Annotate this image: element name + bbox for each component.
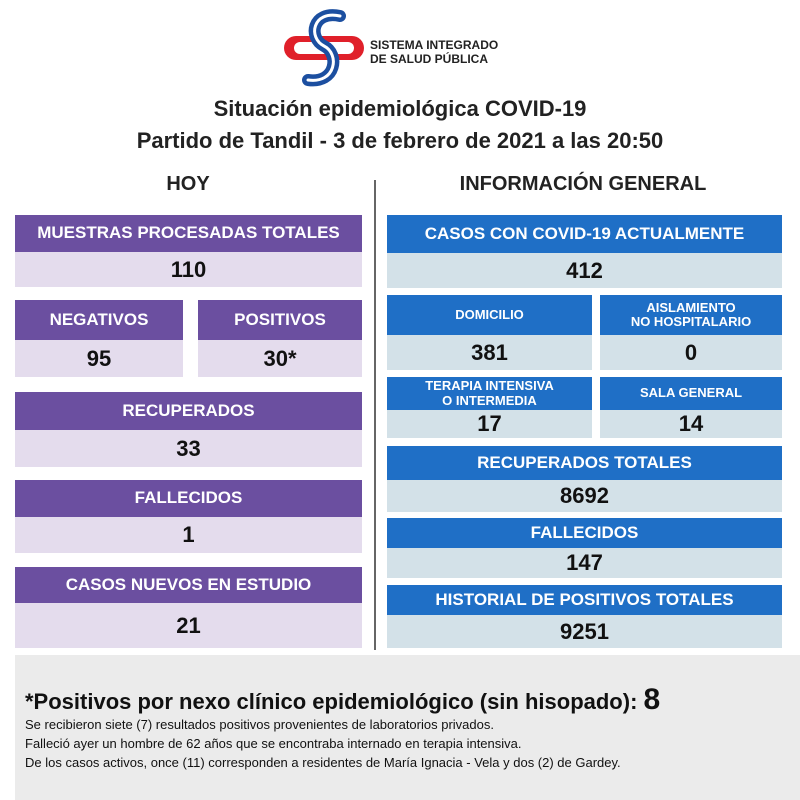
- box-value: 412: [387, 253, 782, 288]
- box-header: TERAPIA INTENSIVA O INTERMEDIA: [387, 377, 592, 410]
- section-heading: INFORMACIÓN GENERAL: [459, 173, 707, 195]
- box-header: DOMICILIO: [387, 295, 592, 335]
- logo-line: SISTEMA INTEGRADO: [370, 38, 499, 52]
- box-value: 1: [15, 517, 362, 553]
- box-value: 33: [15, 430, 362, 467]
- box-value: 0: [600, 335, 782, 370]
- box-header: RECUPERADOS: [15, 392, 362, 430]
- box-header: MUESTRAS PROCESADAS TOTALES: [15, 215, 362, 252]
- box-value: 147: [387, 548, 782, 578]
- note: Falleció ayer un hombre de 62 años que s…: [25, 736, 522, 751]
- title: Situación epidemiológica COVID-19: [213, 96, 587, 121]
- logo-text: SISTEMA INTEGRADO DE SALUD PÚBLICA: [370, 38, 498, 66]
- divider: [374, 180, 376, 650]
- box-header: CASOS CON COVID-19 ACTUALMENTE: [387, 215, 782, 253]
- box-header: CASOS NUEVOS EN ESTUDIO: [15, 567, 362, 603]
- box-header: FALLECIDOS: [15, 480, 362, 517]
- box-value: 8692: [387, 480, 782, 512]
- box-header: SALA GENERAL: [600, 377, 782, 410]
- headline-text: *Positivos por nexo clínico epidemiológi…: [25, 689, 638, 714]
- footer-headline: *Positivos por nexo clínico epidemiológi…: [25, 683, 660, 717]
- section-heading: HOY: [166, 173, 210, 195]
- box-value: 17: [387, 410, 592, 438]
- box-value: 110: [15, 252, 362, 287]
- box-value: 381: [387, 335, 592, 370]
- logo: [284, 9, 364, 87]
- logo-line: DE SALUD PÚBLICA: [370, 52, 489, 66]
- box-value: 9251: [387, 615, 782, 648]
- box-value: 30*: [198, 340, 362, 377]
- footer-notes: Se recibieron siete (7) resultados posit…: [25, 715, 621, 772]
- note: De los casos activos, once (11) correspo…: [25, 755, 621, 770]
- box-header: POSITIVOS: [198, 300, 362, 340]
- box-header: FALLECIDOS: [387, 518, 782, 548]
- title: Partido de Tandil - 3 de febrero de 2021…: [136, 128, 664, 153]
- box-value: 21: [15, 603, 362, 648]
- box-value: 95: [15, 340, 183, 377]
- box-header: NEGATIVOS: [15, 300, 183, 340]
- box-header: RECUPERADOS TOTALES: [387, 446, 782, 480]
- box-header: HISTORIAL DE POSITIVOS TOTALES: [387, 585, 782, 615]
- box-header: AISLAMIENTO NO HOSPITALARIO: [600, 295, 782, 335]
- box-value: 14: [600, 410, 782, 438]
- footer: *Positivos por nexo clínico epidemiológi…: [15, 655, 800, 800]
- note: Se recibieron siete (7) resultados posit…: [25, 717, 494, 732]
- headline-value: 8: [643, 683, 661, 716]
